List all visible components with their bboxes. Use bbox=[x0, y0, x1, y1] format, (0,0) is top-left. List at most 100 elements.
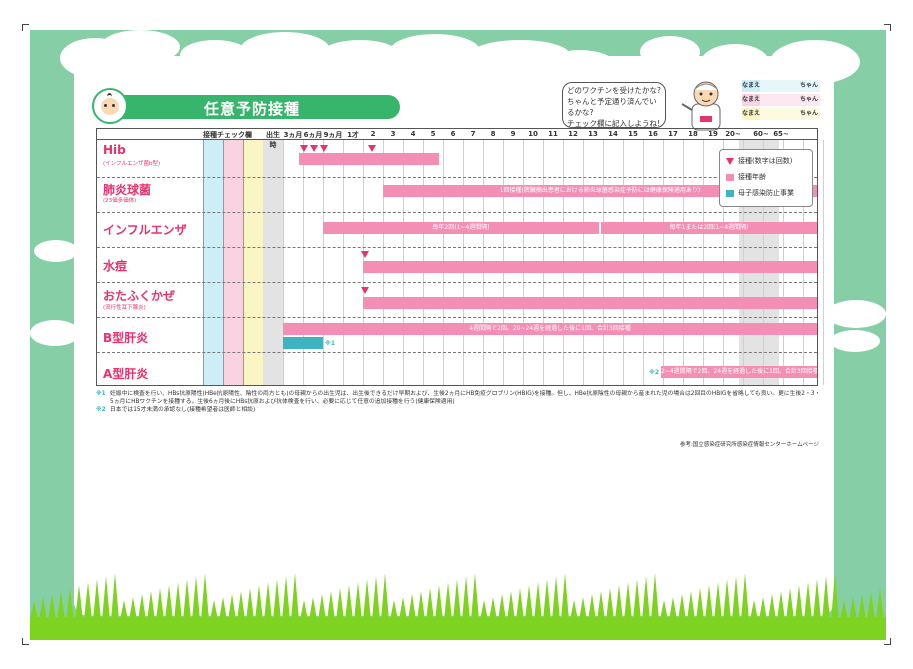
crop-mark bbox=[884, 24, 891, 31]
vaccine-name: A型肝炎 bbox=[103, 367, 149, 381]
legend: 接種(数字は回数) 接種年齢 母子感染防止事業 bbox=[719, 149, 813, 207]
row-separator bbox=[97, 317, 817, 318]
age-bar: 毎年2回(1~4週間隔) bbox=[323, 222, 599, 234]
cloud bbox=[830, 330, 880, 352]
dose-marker bbox=[320, 145, 328, 152]
grass-decoration bbox=[30, 573, 886, 640]
row-separator bbox=[97, 212, 817, 213]
check-header: 接種チェック欄 bbox=[203, 131, 252, 139]
age-tick-label: 18 bbox=[688, 130, 698, 138]
age-tick-label: 1才 bbox=[347, 131, 359, 139]
check-column[interactable] bbox=[223, 140, 244, 385]
age-tick-label: 7 bbox=[470, 130, 476, 138]
row-separator bbox=[97, 282, 817, 283]
vaccine-name: B型肝炎 bbox=[103, 331, 149, 345]
footnote-text: 妊娠中に検査を行い、HBs抗原陽性(HBe抗原陽性、陰性の両方とも)の母親からの… bbox=[110, 391, 821, 405]
dose-marker-icon bbox=[726, 157, 734, 165]
row-separator bbox=[97, 352, 817, 353]
name-tag[interactable]: なまえ ちゃん bbox=[742, 80, 820, 92]
age-bar bbox=[299, 153, 439, 165]
age-tick-label: 17 bbox=[668, 130, 678, 138]
age-tick-label: 13 bbox=[588, 130, 598, 138]
vaccine-name: おたふくかぜ bbox=[103, 289, 176, 303]
name-tag[interactable]: なまえ ちゃん bbox=[742, 94, 820, 106]
legend-label: 母子感染防止事業 bbox=[738, 189, 794, 197]
age-bar: 4週間隔で2回、20~24週を経過した後に1回、合計3回接種 bbox=[283, 323, 817, 335]
age-tick-label: 16 bbox=[648, 130, 658, 138]
header-line bbox=[97, 139, 817, 140]
note-mark: ※2 bbox=[649, 369, 660, 376]
doctor-icon bbox=[681, 81, 721, 131]
name-tag-suffix: ちゃん bbox=[760, 80, 820, 92]
age-bar: 2~4週間隔で2回、24週を経過した後に1回、合計3回接種 bbox=[661, 366, 817, 378]
footnote-mark: ※2 bbox=[96, 407, 106, 413]
age-tick-label: 出生時 bbox=[266, 131, 280, 149]
page-title: 任意予防接種 bbox=[204, 100, 301, 118]
bubble-line: ちゃんと予定通り済んでいるかな? bbox=[567, 97, 657, 117]
vaccine-name: 肺炎球菌 bbox=[103, 183, 152, 197]
age-bar: 毎年1または2回(1~4週間隔) bbox=[601, 222, 817, 234]
name-tag-label: なまえ bbox=[742, 96, 761, 103]
cloud bbox=[826, 300, 886, 328]
age-tick-label: 3 bbox=[390, 130, 396, 138]
age-bar: 1回接種(脾臓摘出患者における肺炎球菌感染症予防には健康保険適用あり) bbox=[383, 185, 817, 197]
dose-marker bbox=[310, 145, 318, 152]
crop-mark bbox=[884, 638, 891, 645]
legend-item: 接種年齢 bbox=[726, 172, 766, 182]
name-tag-suffix: ちゃん bbox=[760, 94, 820, 106]
bubble-line: どのワクチンを受けたかな? bbox=[567, 86, 661, 95]
age-tick-label: 15 bbox=[628, 130, 638, 138]
age-tick-label: 6ヵ月 bbox=[303, 131, 323, 139]
grid-line bbox=[303, 140, 304, 385]
footnote-mark: ※1 bbox=[96, 391, 106, 397]
age-tick-label: 11 bbox=[548, 130, 558, 138]
legend-item: 母子感染防止事業 bbox=[726, 188, 794, 198]
age-tick-label: 20~ bbox=[725, 130, 741, 138]
schedule-card bbox=[74, 56, 834, 616]
age-tick-label: 6 bbox=[450, 130, 456, 138]
legend-label: 接種(数字は回数) bbox=[738, 157, 793, 165]
vaccine-name: 水痘 bbox=[103, 259, 128, 273]
age-tick-label: 3ヵ月 bbox=[283, 131, 303, 139]
age-tick-label: 65~ bbox=[773, 130, 789, 138]
birth-column bbox=[263, 140, 283, 385]
vaccine-subname: (インフルエンザ菌b型) bbox=[103, 161, 161, 167]
schedule-grid: 接種チェック欄 出生時 3ヵ月 6ヵ月 9ヵ月 1才 2 3 4 5 6 7 8 9 10 11 12 13 14… bbox=[96, 128, 824, 386]
footnote-text: 日本では15才未満の承認なし(接種希望者は医師と相談) bbox=[110, 407, 256, 413]
age-tick-label: 12 bbox=[568, 130, 578, 138]
grid-line bbox=[823, 140, 824, 385]
age-tick-label: 5 bbox=[430, 130, 436, 138]
check-column[interactable] bbox=[203, 140, 224, 385]
name-tag-suffix: ちゃん bbox=[760, 108, 820, 120]
dose-marker bbox=[361, 287, 369, 294]
legend-label: 接種年齢 bbox=[738, 173, 766, 181]
grid-line bbox=[343, 140, 344, 385]
title-bar bbox=[108, 95, 400, 119]
footnotes: ※1 妊娠中に検査を行い、HBs抗原陽性(HBe抗原陽性、陰性の両方とも)の母親… bbox=[96, 390, 822, 414]
footnote: ※1 妊娠中に検査を行い、HBs抗原陽性(HBe抗原陽性、陰性の両方とも)の母親… bbox=[96, 390, 822, 406]
age-tick-label: 60~ bbox=[753, 130, 769, 138]
age-tick-label: 9ヵ月 bbox=[323, 131, 343, 139]
crop-mark bbox=[22, 24, 29, 31]
row-separator bbox=[97, 177, 817, 178]
legend-swatch bbox=[726, 173, 734, 181]
cloud bbox=[34, 240, 78, 262]
vaccine-name: インフルエンザ bbox=[103, 223, 187, 237]
dose-marker bbox=[361, 251, 369, 258]
name-tags: なまえ ちゃん なまえ ちゃん なまえ ちゃん bbox=[742, 80, 820, 122]
age-tick-label: 10 bbox=[528, 130, 538, 138]
age-tick-label: 4 bbox=[410, 130, 416, 138]
reference: 参考:国立感染症研究所感染症情報センターホームページ bbox=[679, 442, 819, 448]
dose-marker bbox=[368, 145, 376, 152]
age-bar bbox=[363, 297, 817, 309]
age-bar bbox=[363, 261, 817, 273]
age-tick-label: 8 bbox=[490, 130, 496, 138]
grid-line bbox=[283, 140, 284, 385]
grid-line bbox=[323, 140, 324, 385]
crop-mark bbox=[22, 638, 29, 645]
age-tick-label: 2 bbox=[370, 130, 376, 138]
speech-bubble: どのワクチンを受けたかな? ちゃんと予定通り済んでいるかな? チェック欄に記入し… bbox=[562, 82, 666, 128]
cloud bbox=[30, 320, 80, 346]
age-tick-label: 14 bbox=[608, 130, 618, 138]
name-tag[interactable]: なまえ ちゃん bbox=[742, 108, 820, 120]
